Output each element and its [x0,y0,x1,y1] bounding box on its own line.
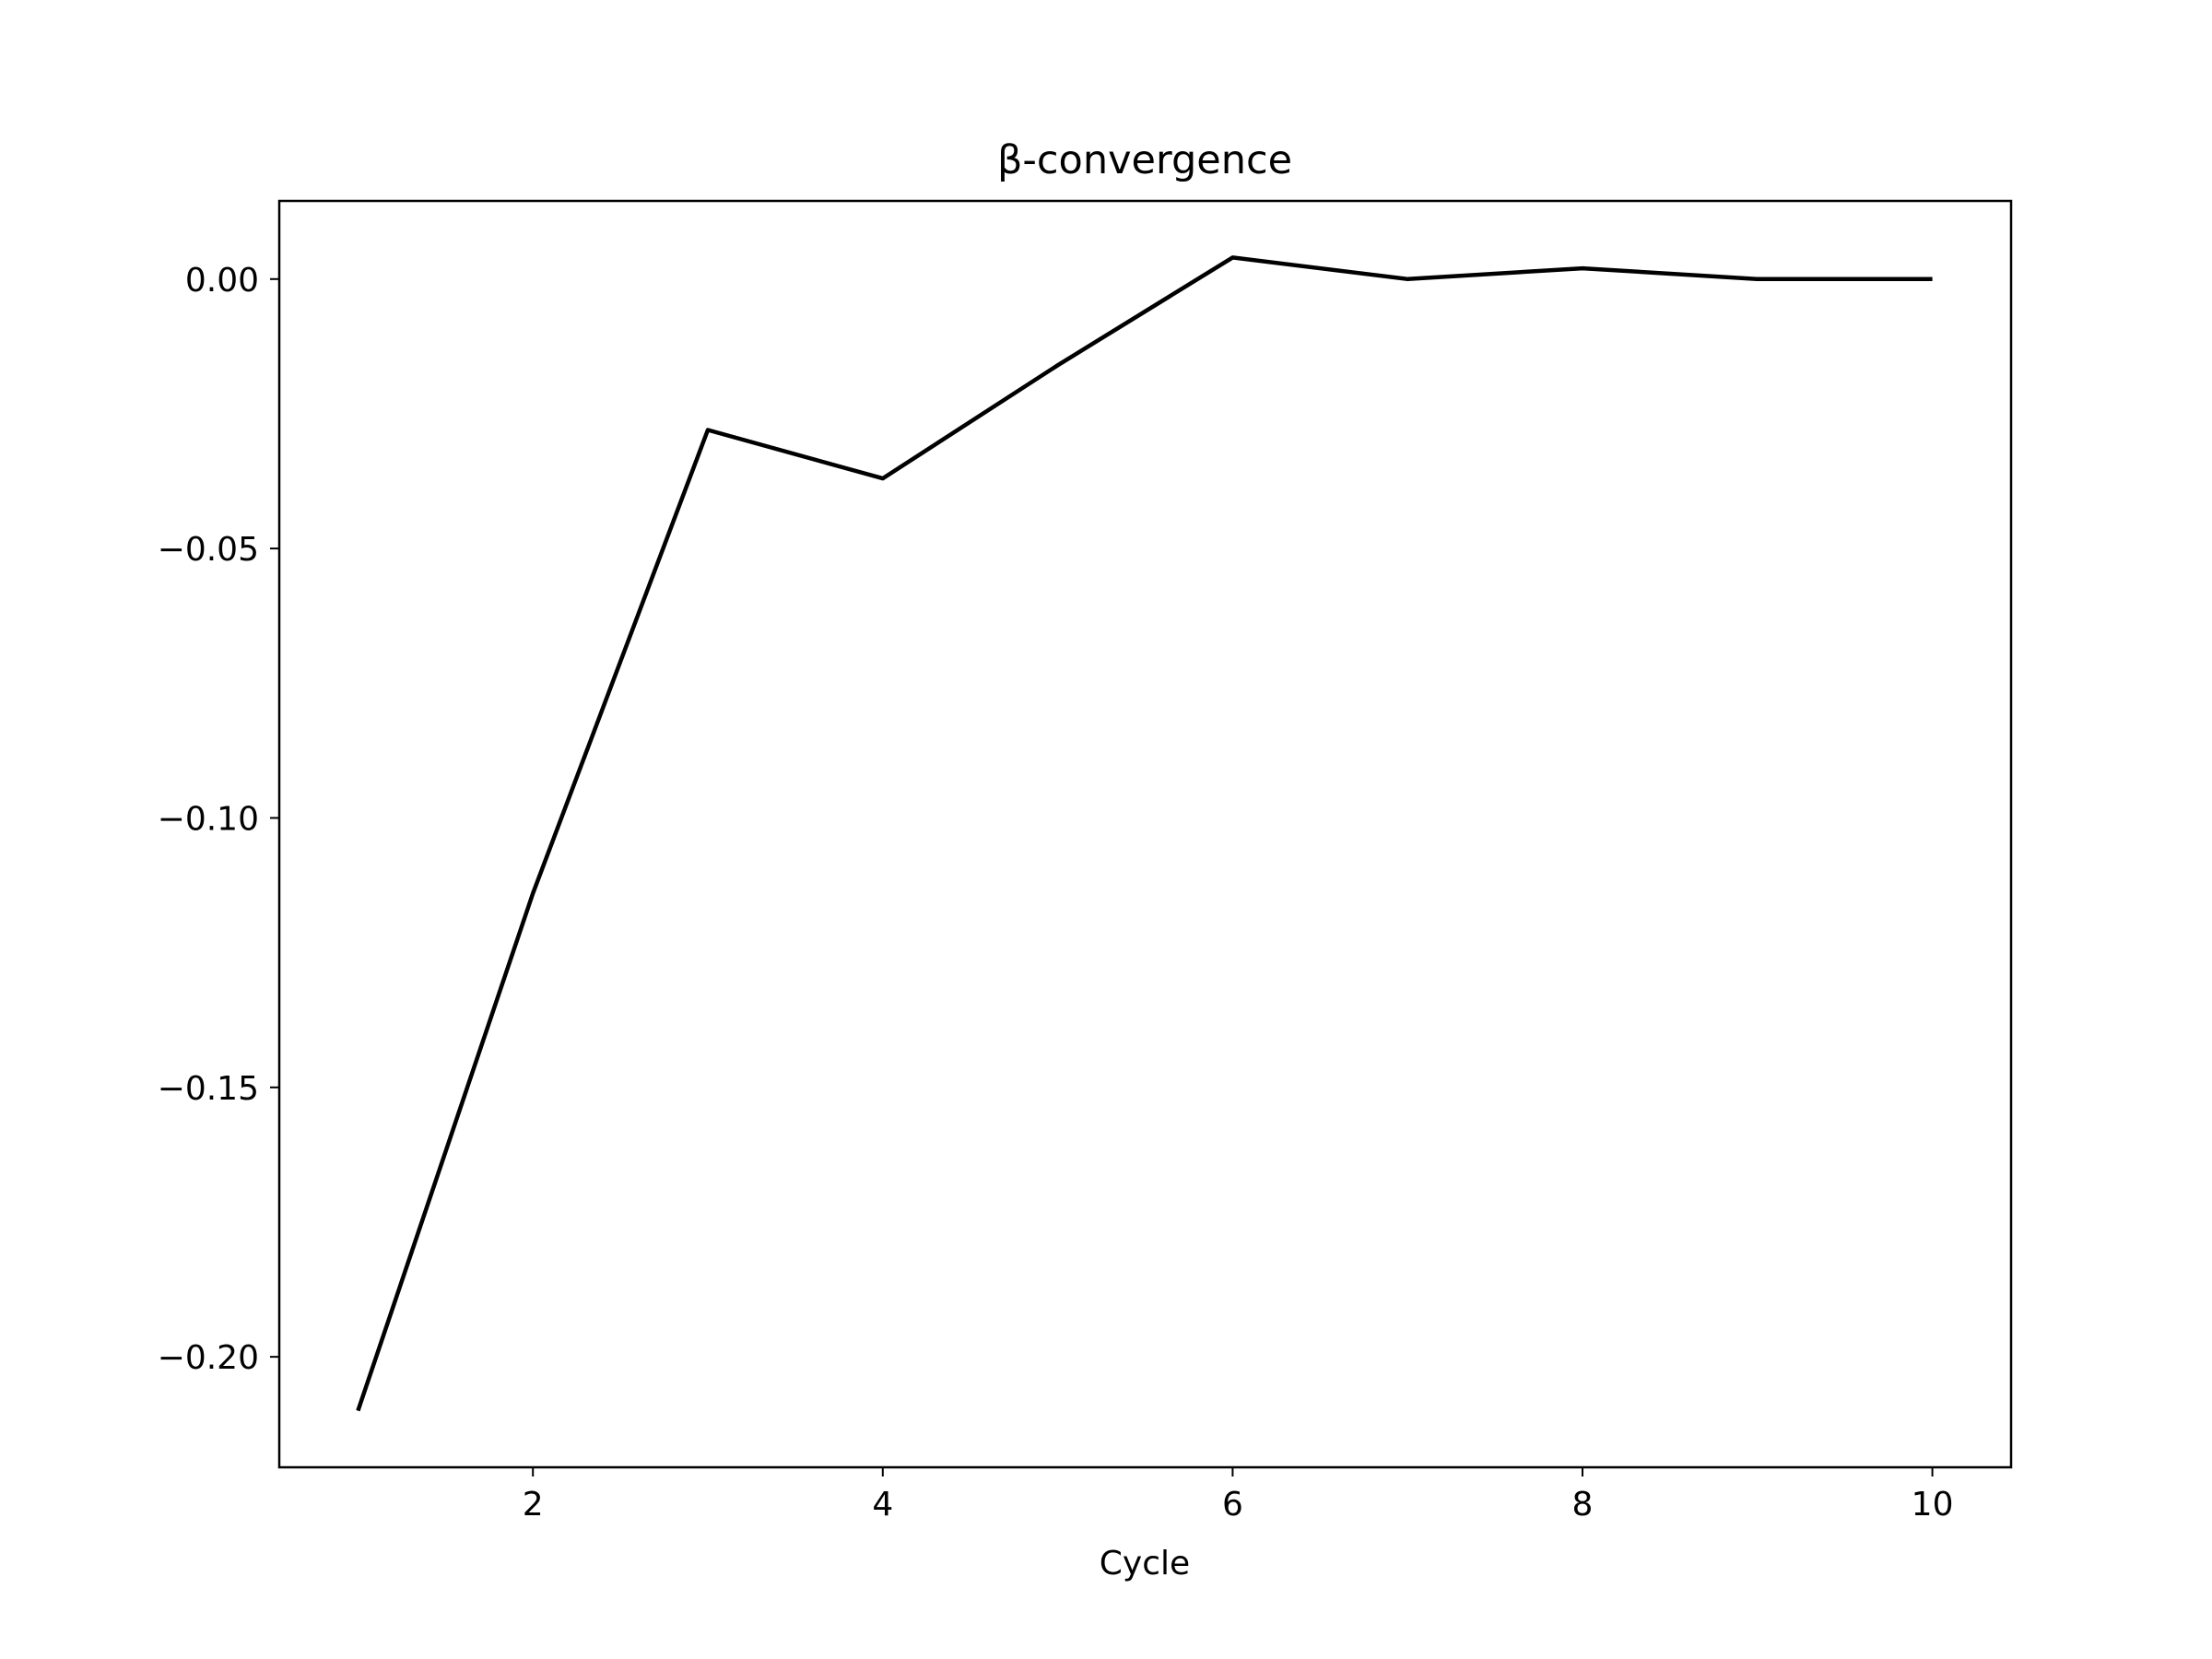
series-line-0 [356,255,1933,1412]
y-tick-label: −0.05 [158,531,259,569]
x-tick-label: 6 [1222,1486,1243,1524]
x-tick-label: 2 [523,1486,544,1524]
chart-title: β-convergence [997,137,1292,183]
axes-frame [277,199,2013,1469]
x-axis-label: Cycle [1100,1545,1190,1583]
plot-area [356,255,1933,1412]
y-tick-label: 0.00 [185,262,259,300]
y-tick-label: −0.10 [158,800,259,838]
x-tick-label: 10 [1912,1486,1954,1524]
y-tick-label: −0.20 [158,1339,259,1377]
x-tick-label: 4 [872,1486,893,1524]
y-tick-label: −0.15 [158,1070,259,1108]
y-axis: 0.00 −0.05 −0.10 −0.15 −0.20 [158,262,279,1377]
x-axis: 2 4 6 8 10 [523,1467,1954,1524]
x-tick-label: 8 [1572,1486,1594,1524]
